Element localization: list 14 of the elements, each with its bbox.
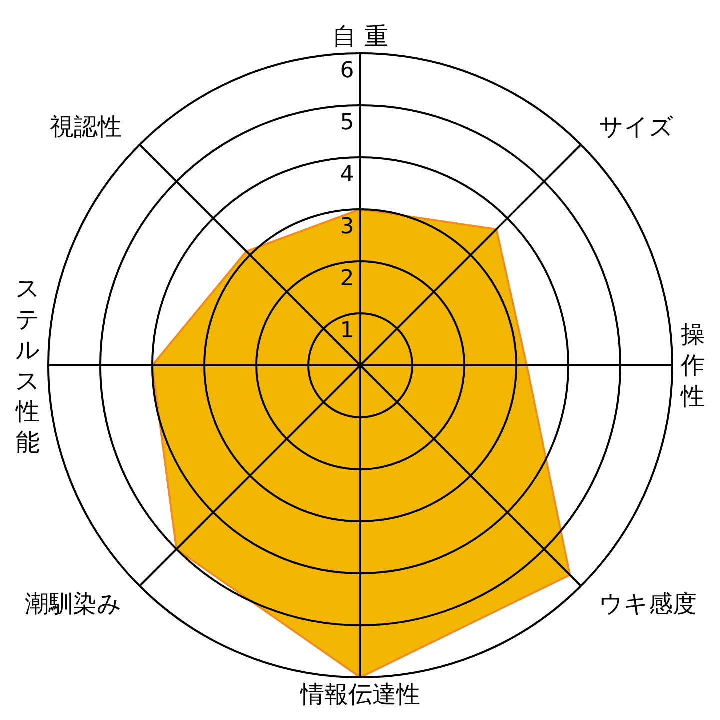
spoke-label: 潮馴染み	[25, 590, 122, 618]
spoke-label: サイズ	[598, 113, 674, 142]
spoke-label: 自 重	[332, 22, 388, 50]
y-tick-label: 2	[340, 266, 354, 292]
y-tick-label: 6	[340, 58, 354, 84]
spoke-label: 視認性	[50, 113, 122, 142]
spoke-label: ウキ感度	[598, 590, 697, 618]
spoke-label: 情報伝達性	[300, 680, 420, 709]
spoke-label: ステルス性能	[15, 274, 41, 456]
y-tick-label: 4	[340, 162, 354, 188]
spoke-label: 操作性	[680, 320, 705, 410]
y-tick-label: 3	[340, 214, 354, 240]
y-tick-label: 1	[340, 318, 354, 344]
y-tick-label: 5	[340, 110, 354, 136]
